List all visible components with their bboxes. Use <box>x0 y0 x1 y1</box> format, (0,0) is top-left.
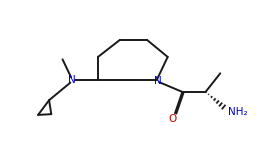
Text: N: N <box>154 76 162 86</box>
Text: N: N <box>68 75 76 85</box>
Text: O: O <box>168 114 177 124</box>
Text: NH₂: NH₂ <box>228 107 248 117</box>
